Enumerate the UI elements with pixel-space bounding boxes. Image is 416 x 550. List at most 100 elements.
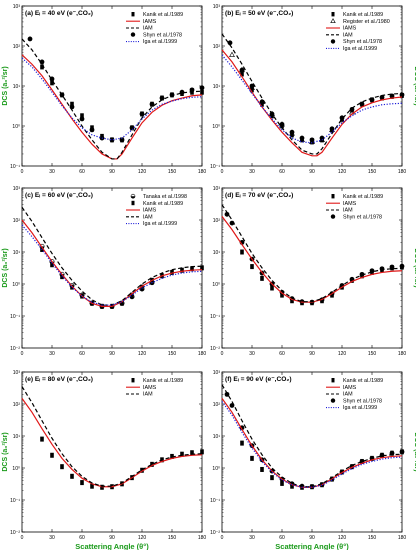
legend-entry: IAMS <box>126 385 157 391</box>
x-tick-label: 60 <box>79 169 85 175</box>
y-axis-label: DCS (a₀²/sr) <box>2 66 9 105</box>
legend-label: IAMS <box>143 19 157 25</box>
data-point <box>190 450 194 456</box>
data-point <box>240 249 244 255</box>
series-iam <box>221 384 403 488</box>
y-tick-label: 10⁻² <box>210 346 220 352</box>
data-point <box>120 300 124 306</box>
data-point <box>399 92 405 98</box>
legend-entry: IAMS <box>326 201 357 207</box>
data-point <box>50 262 54 268</box>
chart-title: (c) Eᵢ = 60 eV (e⁻,CO₂) <box>25 192 93 199</box>
x-tick-label: 90 <box>309 351 315 357</box>
legend-label: IAMS <box>343 26 357 32</box>
legend-label: IAM <box>343 208 353 214</box>
legend-marker <box>131 200 135 206</box>
series-iga-et-al-1999 <box>221 54 403 144</box>
legend-label: Shyn et al./1978 <box>343 398 382 404</box>
y-tick-label: 10⁻² <box>210 530 220 536</box>
legend-marker <box>131 378 135 383</box>
legend-label: Iga et al./1999 <box>343 405 377 411</box>
data-point <box>229 51 235 57</box>
legend-entry: IAMS <box>326 385 357 391</box>
data-point <box>140 284 144 290</box>
x-tick-label: 0 <box>221 351 224 357</box>
x-tick-label: 30 <box>249 535 255 541</box>
legend-entry: Iga et al./1999 <box>126 39 177 45</box>
x-tick-label: 90 <box>109 169 115 175</box>
legend-label: Iga et al./1999 <box>143 39 177 45</box>
y-tick-label: 10⁻² <box>10 346 20 352</box>
x-tick-label: 60 <box>279 535 285 541</box>
data-point <box>270 285 274 291</box>
data-point <box>280 292 284 298</box>
legend-label: Kanik et al./1989 <box>343 378 383 384</box>
series-line <box>221 384 403 488</box>
legend-marker <box>130 32 136 37</box>
series-line <box>221 49 403 157</box>
x-tick-label: 30 <box>249 351 255 357</box>
chart-title: (e) Eᵢ = 80 eV (e⁻,CO₂) <box>25 376 93 383</box>
legend-marker <box>330 398 336 403</box>
series-iam <box>221 33 403 155</box>
legend-label: IAM <box>143 392 153 398</box>
legend-marker <box>330 18 336 23</box>
chart-panel-2: 0 30 60 90 120 150 180 10⁻² 10⁻¹ 10⁰ 10¹ 10² 10³ (c) … <box>2 186 206 357</box>
data-point <box>109 137 115 143</box>
y-axis-label: DCS (a₀²/sr) <box>2 432 9 471</box>
legend-marker <box>330 214 336 219</box>
chart-title: (d) Eᵢ = 70 eV (e⁻,CO₂) <box>225 192 293 199</box>
x-tick-label: 0 <box>221 535 224 541</box>
chart-panel-5: 0 30 60 90 120 150 180 10⁻² 10⁻¹ 10⁰ 10¹ 10² 10³ (f) … <box>210 370 416 550</box>
series-line <box>21 206 203 306</box>
y-tick-label: 10⁰ <box>12 466 20 472</box>
legend-entry: Tanaka et al./1998 <box>130 193 187 200</box>
y-tick-label: 10⁻¹ <box>10 164 20 170</box>
y-tick-label: 10¹ <box>13 84 21 90</box>
chart-title: (f) Eᵢ = 90 eV (e⁻,CO₂) <box>225 376 292 383</box>
x-tick-label: 30 <box>249 169 255 175</box>
series-line <box>21 219 203 307</box>
chart-panel-4: 0 30 60 90 120 150 180 10⁻² 10⁻¹ 10⁰ 10¹ 10² 10³ (e) … <box>2 370 206 550</box>
series-line <box>221 54 403 144</box>
x-tick-label: 150 <box>368 535 377 541</box>
data-point <box>250 264 254 270</box>
y-tick-label: 10⁰ <box>12 282 20 288</box>
data-point <box>389 264 395 270</box>
y-tick-label: 10⁻¹ <box>210 498 220 504</box>
series-line <box>21 386 203 487</box>
legend-label: Kanik et al./1989 <box>343 194 383 200</box>
data-point <box>260 275 264 281</box>
data-point <box>389 93 395 99</box>
data-point <box>190 266 194 272</box>
legend-entry: Shyn et al./1978 <box>330 398 382 404</box>
series-iga-et-al-1999 <box>221 401 403 488</box>
y-tick-label: 10³ <box>13 186 21 192</box>
legend-entry: Shyn et al./1978 <box>130 32 182 38</box>
legend-entry: Iga et al./1999 <box>326 405 377 411</box>
x-tick-label: 0 <box>221 169 224 175</box>
legend-label: IAM <box>343 392 353 398</box>
data-point <box>359 101 365 107</box>
data-point <box>180 451 184 457</box>
data-point <box>129 125 135 131</box>
y-tick-label: 10² <box>213 218 221 224</box>
data-point <box>309 137 315 143</box>
legend-entry: Shyn et al./1978 <box>330 214 382 220</box>
series-line <box>21 38 203 160</box>
y-tick-label: 10¹ <box>13 434 21 440</box>
legend-label: Iga et al./1999 <box>143 221 177 227</box>
y-tick-label: 10⁻¹ <box>10 498 20 504</box>
y-tick-label: 10⁰ <box>212 282 220 288</box>
y-tick-label: 10¹ <box>213 84 221 90</box>
x-tick-label: 0 <box>21 535 24 541</box>
y-tick-label: 10³ <box>213 186 221 192</box>
legend-entry: IAM <box>126 26 153 32</box>
data-point <box>89 127 95 133</box>
legend-label: Shyn et al./1978 <box>143 32 182 38</box>
data-point <box>50 452 54 458</box>
data-point <box>290 132 294 138</box>
x-tick-label: 180 <box>398 169 407 175</box>
x-tick-label: 180 <box>198 535 207 541</box>
data-point <box>339 115 345 121</box>
